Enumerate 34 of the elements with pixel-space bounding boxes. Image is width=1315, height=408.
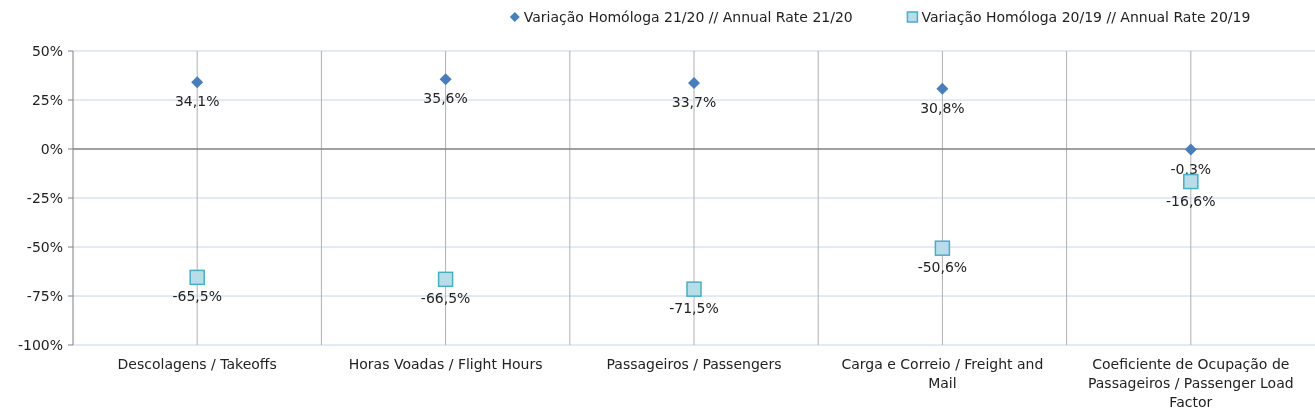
- point: [936, 82, 949, 95]
- data-label: 33,7%: [671, 93, 717, 110]
- point: [437, 271, 454, 288]
- x-tick-label: Coeficiente de Ocupação de Passageiros / Passenger Load Factor: [1087, 356, 1294, 408]
- data-label: -0,3%: [1170, 160, 1212, 177]
- point: [1183, 173, 1199, 190]
- data-label: -66,5%: [420, 290, 471, 307]
- y-tick-label: -25%: [26, 189, 63, 206]
- y-tick-label: -75%: [26, 287, 63, 304]
- y-tick-label: -100%: [17, 336, 63, 353]
- point: [1184, 143, 1197, 156]
- data-label: -65,5%: [172, 288, 222, 305]
- data-label: -71,5%: [669, 300, 719, 317]
- data-label: 35,6%: [423, 90, 468, 107]
- y-tick-label: 25%: [31, 91, 63, 108]
- data-label: -50,6%: [917, 259, 968, 276]
- point: [189, 269, 205, 286]
- data-label: 34,1%: [174, 93, 220, 110]
- data-label: 30,8%: [920, 99, 965, 116]
- legend-label: Variação Homóloga 20/19 // Annual Rate 20/19: [921, 9, 1251, 25]
- legend-label: Variação Homóloga 21/20 // Annual Rate 21/20: [523, 9, 853, 25]
- point: [686, 281, 702, 297]
- x-tick-label: Horas Voadas / Flight Hours: [348, 356, 543, 372]
- data-label: -16,6%: [1166, 192, 1216, 209]
- point: [688, 76, 700, 89]
- y-tick-label: 50%: [31, 42, 63, 59]
- x-tick-label: Carga e Correio / Freight and Mail: [841, 356, 1044, 391]
- x-tick-label: Passageiros / Passengers: [606, 356, 782, 372]
- point: [934, 240, 951, 256]
- y-tick-label: -50%: [26, 238, 63, 255]
- x-tick-label: Descolagens / Takeoffs: [117, 356, 277, 372]
- point: [191, 76, 204, 89]
- point: [439, 73, 452, 86]
- y-tick-label: 0%: [40, 140, 63, 157]
